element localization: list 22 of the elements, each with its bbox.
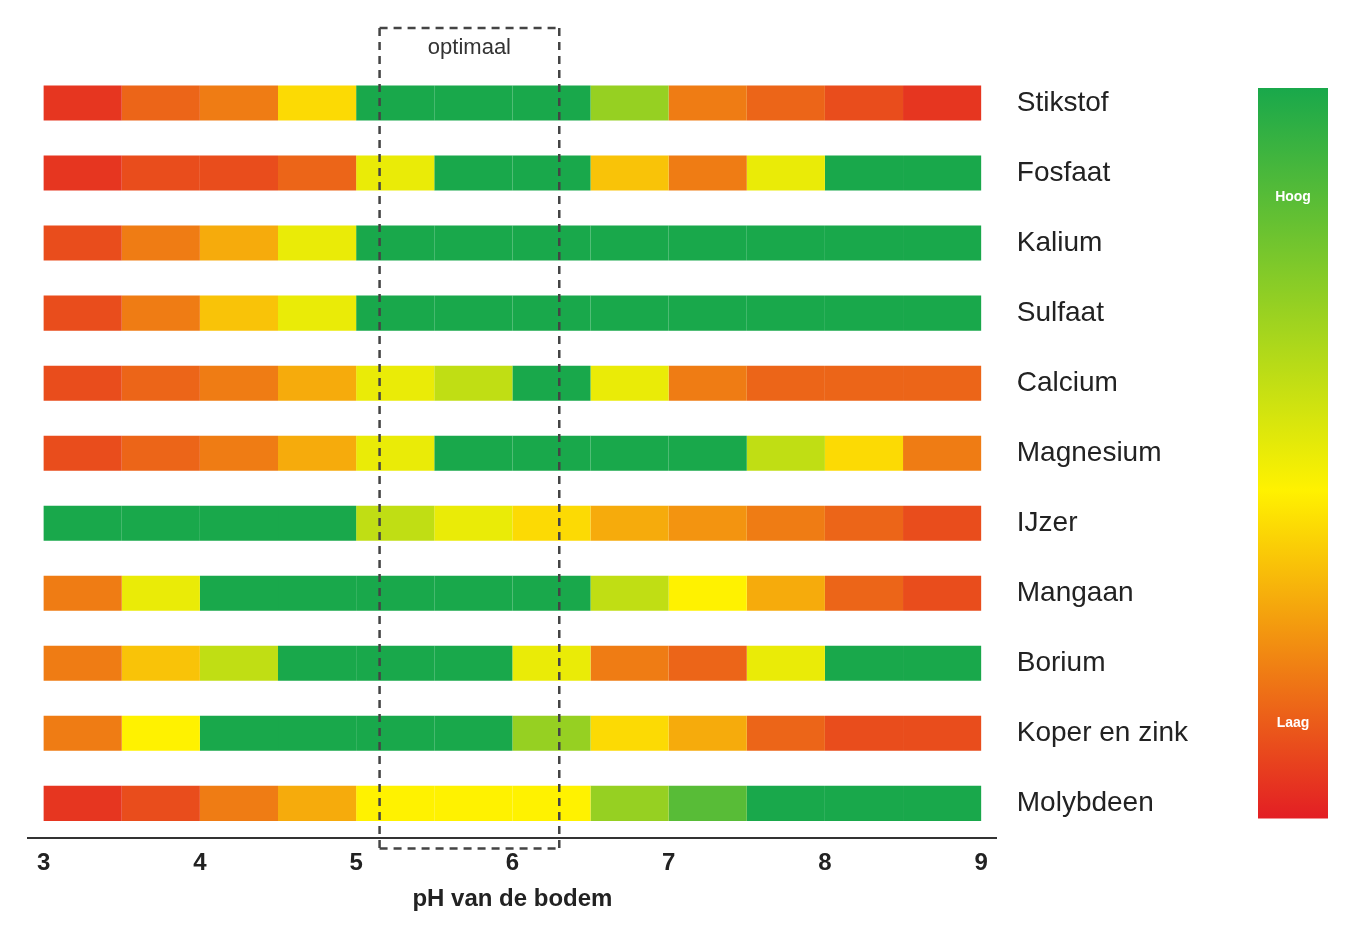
annotation: optimaal [427,34,511,60]
y-tick-label: Magnesium [1016,435,1162,467]
x-tick-label: 7 [661,848,676,876]
y-tick-label: Fosfaat [1016,155,1111,187]
x-tick-label: 3 [36,848,51,876]
y-tick-label: Stikstof [1016,85,1109,117]
y-tick-label: Molybdeen [1016,786,1154,818]
x-tick-label: 9 [974,848,988,876]
x-tick-label: 5 [349,848,363,876]
y-tick-label: Borium [1016,646,1106,678]
y-tick-label: Kalium [1016,225,1103,257]
y-tick-label: Koper en zink [1016,716,1189,748]
y-tick-label: Calcium [1016,365,1118,397]
y-tick-label: Sulfaat [1016,295,1105,327]
y-tick-label: Mangaan [1016,575,1134,607]
x-tick-label: 4 [193,848,208,876]
x-tick-label: 8 [818,848,832,876]
color-bar-label: Laag [1276,714,1310,731]
x-axis-title: pH van de bodem [412,884,613,912]
x-tick-label: 6 [505,848,520,876]
color-bar-label: Hoog [1275,188,1311,205]
y-tick-label: IJzer [1016,505,1078,537]
